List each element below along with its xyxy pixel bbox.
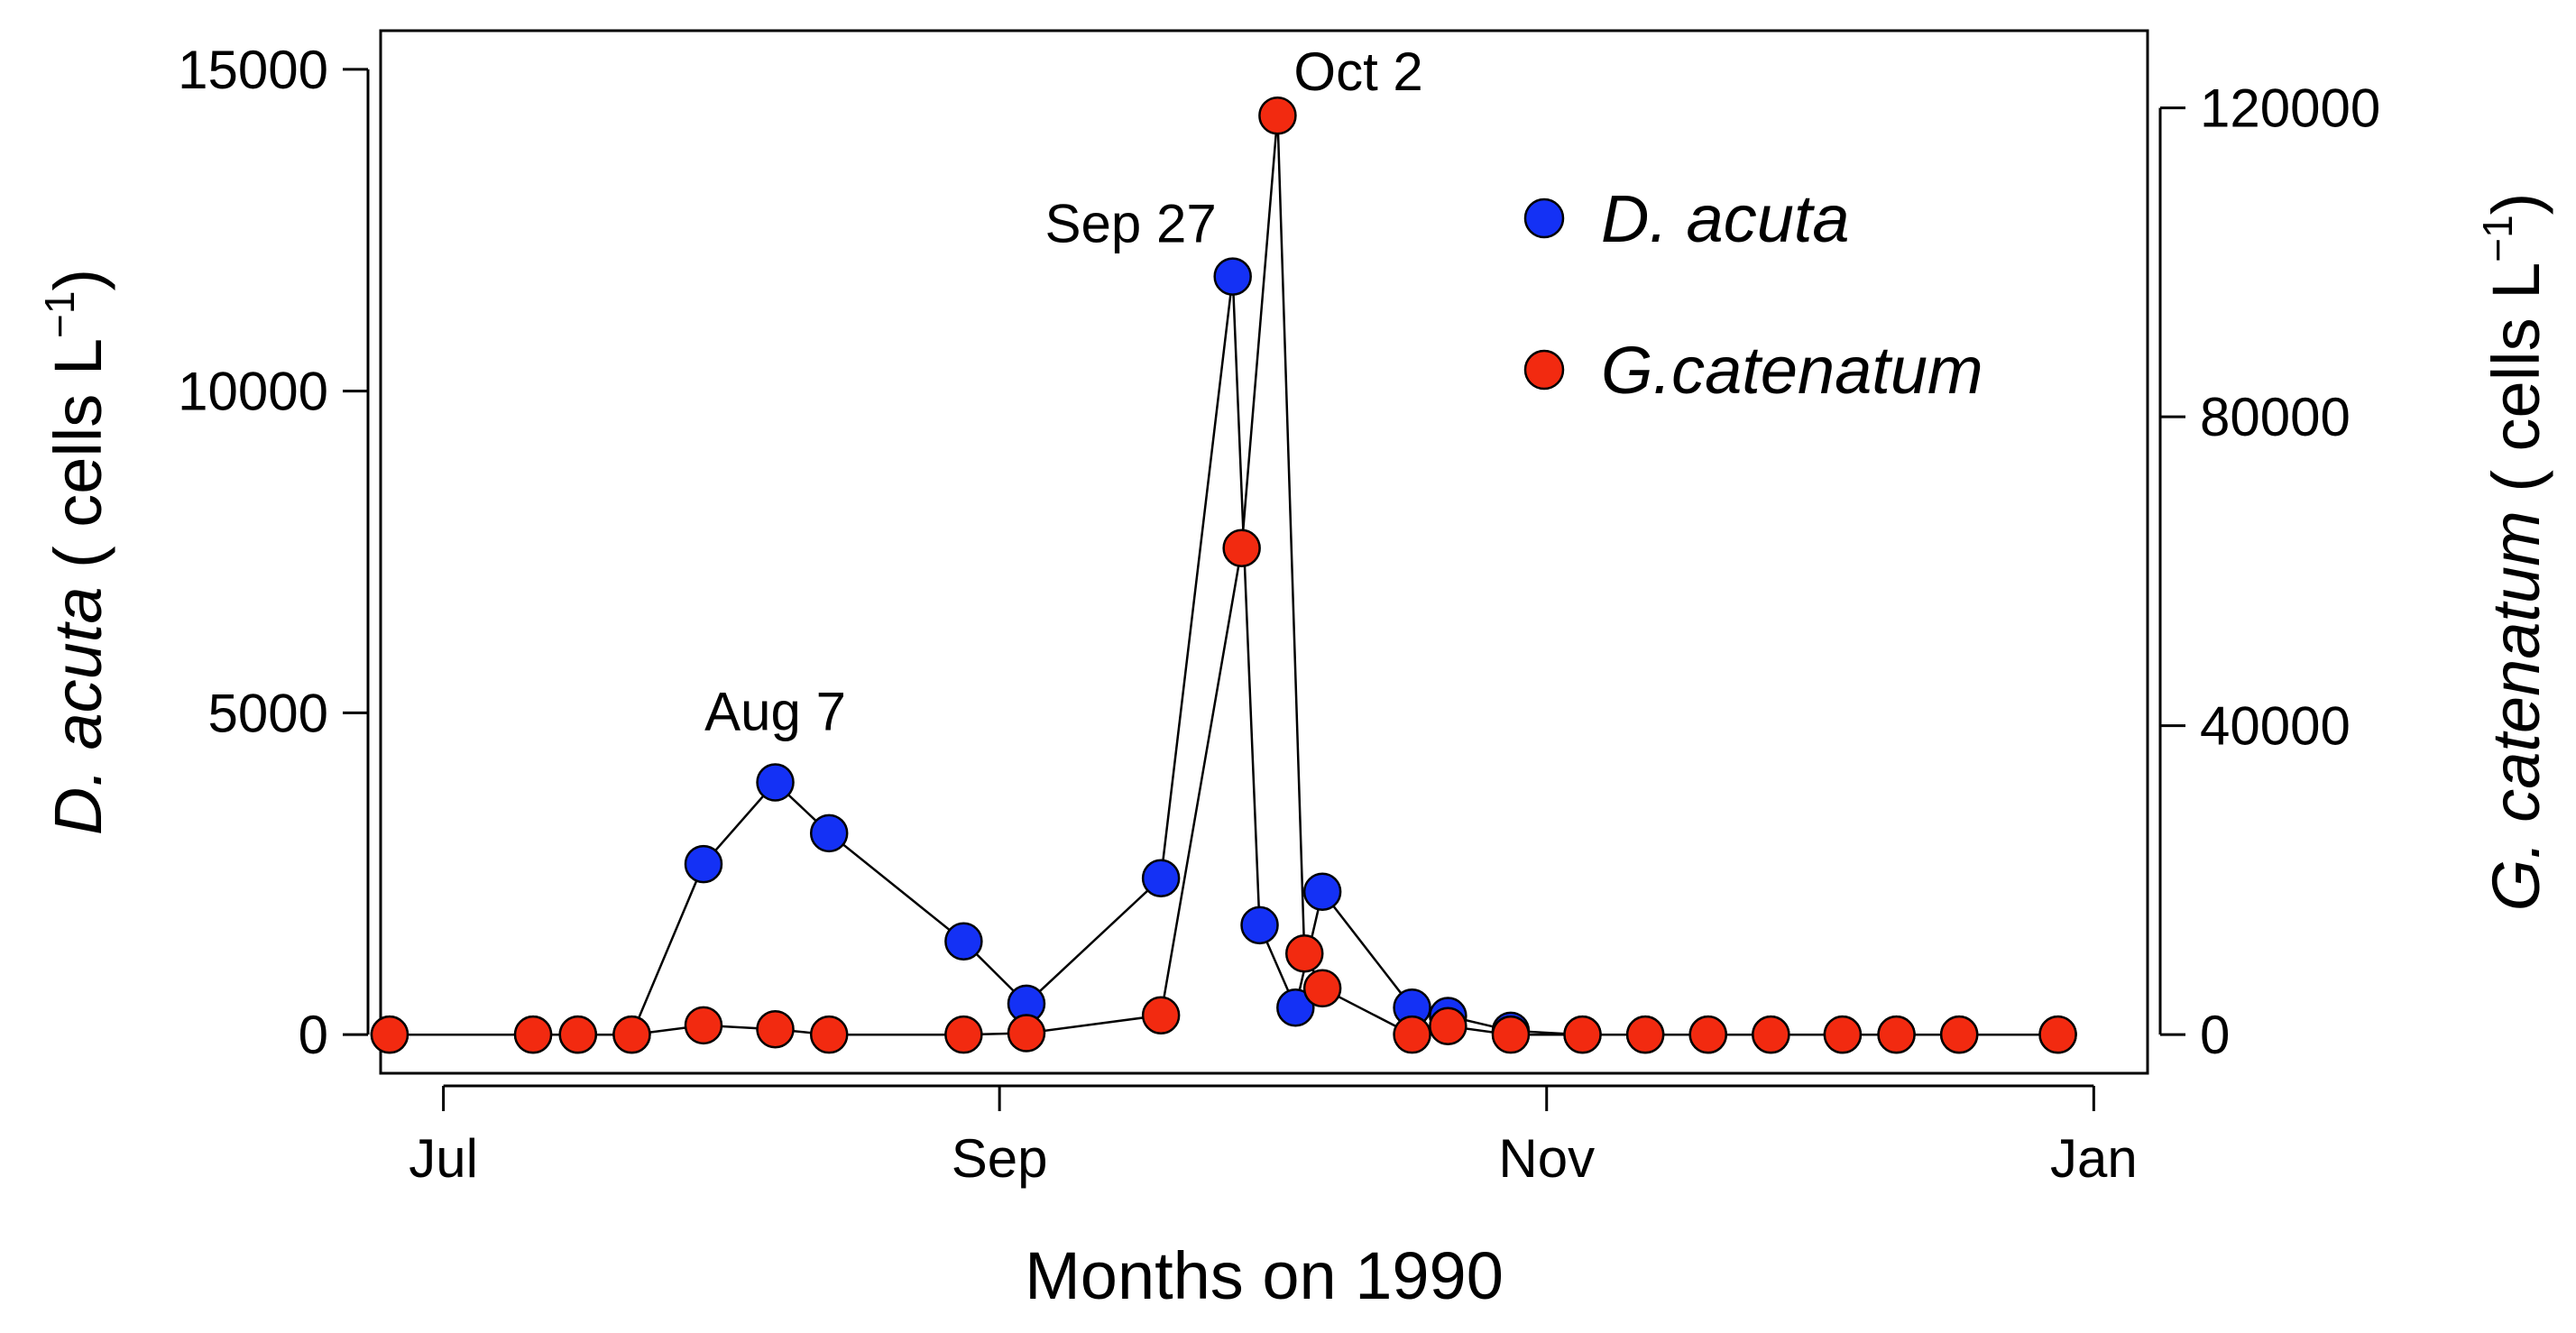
y-right-tick-label: 120000: [2200, 78, 2380, 139]
plot-border: [379, 29, 2149, 1075]
annotation-label: Aug 7: [704, 681, 846, 741]
data-point: [1141, 996, 1181, 1035]
y-left-axis-title-italic: D. acuta: [41, 587, 115, 836]
data-point: [756, 1009, 795, 1049]
y-left-axis-title-superscript: −1: [36, 291, 83, 338]
data-point: [944, 1015, 983, 1054]
data-point: [1258, 96, 1297, 135]
y-left-axis-title-close: ): [41, 269, 115, 291]
x-tick-label: Sep: [952, 1128, 1048, 1189]
legend-marker: [1523, 198, 1565, 239]
data-point: [558, 1015, 598, 1054]
data-point: [1625, 1015, 1665, 1054]
legend-label: D. acuta: [1601, 181, 1850, 256]
data-point: [1877, 1015, 1916, 1054]
data-point: [1284, 934, 1324, 973]
annotations: Aug 7 Sep 27 Oct 2: [704, 41, 1423, 741]
axes: Jul Sep Nov Jan 0 5000 10000 15000 0 40000 80000 12…: [178, 40, 2380, 1189]
data-point: [1939, 1015, 1979, 1054]
data-point: [1302, 969, 1342, 1008]
x-tick-label: Jul: [409, 1128, 478, 1189]
y-left-tick-label: 0: [299, 1005, 328, 1065]
data-point: [1429, 1007, 1467, 1046]
y-left-tick-label: 5000: [208, 683, 328, 743]
y-left-axis-title: D. acuta ( cells L−1): [36, 269, 115, 835]
legend-marker: [1523, 349, 1565, 391]
data-point: [1491, 1015, 1531, 1054]
data-point: [1393, 1015, 1431, 1054]
x-tick-label: Nov: [1498, 1128, 1595, 1189]
data-point: [612, 1015, 651, 1054]
series-points: [370, 96, 2077, 1054]
data-point: [684, 844, 723, 884]
data-point: [809, 1015, 849, 1054]
y-right-axis-title-italic: G. catenatum: [2479, 510, 2553, 911]
annotation-label: Sep 27: [1045, 194, 1217, 254]
data-point: [1276, 988, 1315, 1027]
y-right-tick-label: 80000: [2200, 387, 2351, 447]
y-left-tick-label: 15000: [178, 40, 328, 100]
data-point: [370, 1015, 409, 1054]
data-point: [1688, 1015, 1727, 1054]
plot-area: [379, 29, 2149, 1075]
data-point: [756, 763, 795, 802]
y-left-axis-title-units: ( cells L: [41, 338, 115, 587]
data-point: [684, 1006, 723, 1045]
annotation-label: Oct 2: [1293, 41, 1422, 102]
legend: D. acuta G.catenatum: [1523, 181, 1983, 408]
x-axis-title: Months on 1990: [1025, 1238, 1504, 1313]
data-point: [1007, 1014, 1046, 1053]
data-point: [1563, 1015, 1602, 1054]
data-point: [1823, 1015, 1863, 1054]
data-point: [513, 1015, 553, 1054]
y-left-tick-label: 10000: [178, 362, 328, 422]
y-right-tick-label: 40000: [2200, 696, 2351, 757]
data-point: [2038, 1015, 2077, 1054]
y-right-axis-title-close: ): [2479, 193, 2553, 216]
y-right-axis-title-superscript: −1: [2474, 215, 2521, 262]
data-point: [1752, 1015, 1790, 1054]
data-point: [1213, 257, 1252, 296]
y-right-tick-label: 0: [2200, 1005, 2230, 1065]
data-point: [1222, 529, 1261, 567]
legend-label: G.catenatum: [1601, 333, 1983, 408]
data-point: [1302, 872, 1342, 912]
data-point: [1141, 859, 1181, 898]
x-tick-label: Jan: [2050, 1128, 2138, 1189]
data-point: [809, 814, 849, 853]
y-right-axis-title: G. catenatum ( cells L−1): [2474, 193, 2553, 912]
data-point: [1240, 906, 1279, 945]
data-point: [944, 922, 983, 961]
y-right-axis-title-units: ( cells L: [2479, 262, 2553, 511]
